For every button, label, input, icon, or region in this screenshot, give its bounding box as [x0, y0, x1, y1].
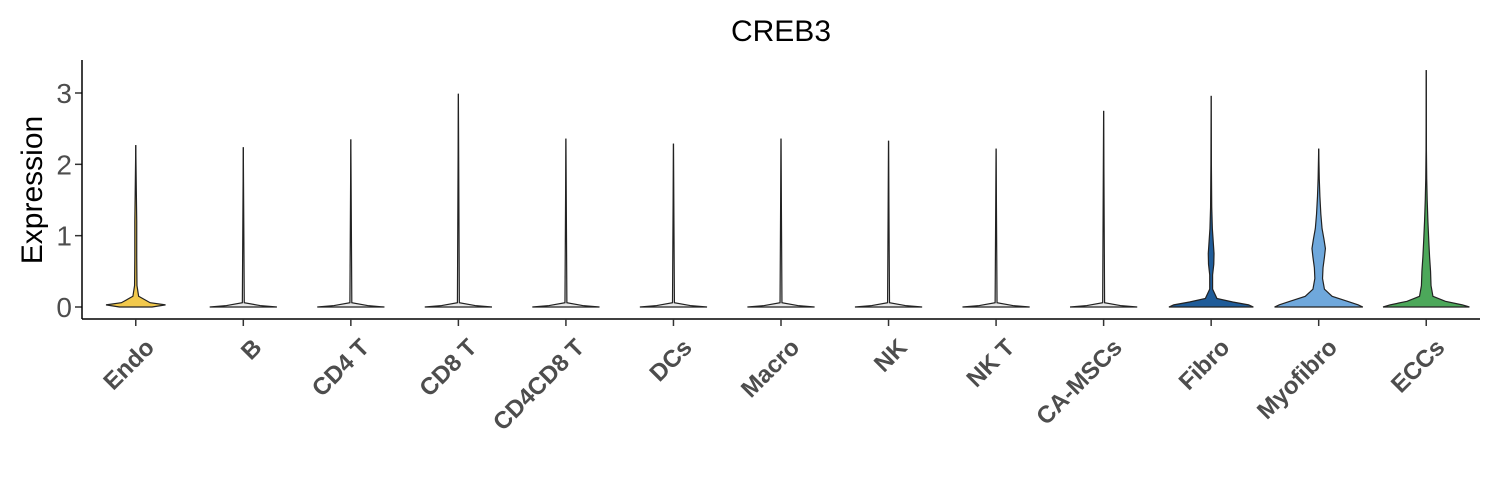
- violin-cd8-t: [424, 93, 493, 308]
- violin-fibro: [1168, 95, 1254, 308]
- violin-macro: [747, 138, 815, 308]
- violin-cd4-t: [317, 139, 385, 308]
- violin-eccs: [1382, 70, 1470, 308]
- x-tick-label: B: [236, 334, 267, 365]
- x-tick-label: DCs: [645, 334, 698, 387]
- y-axis-ticks: 0 1 2 3: [56, 78, 82, 323]
- violin-dcs: [639, 143, 708, 308]
- violin-cd4cd8-t: [532, 138, 600, 308]
- y-tick-label: 2: [56, 149, 72, 180]
- violin-endo: [105, 145, 166, 308]
- x-tick-label: ECCs: [1386, 334, 1450, 398]
- x-tick-label: Fibro: [1174, 334, 1236, 396]
- x-tick-label: Myofibro: [1252, 334, 1343, 425]
- chart-title: CREB3: [731, 15, 831, 48]
- x-tick-label: CD4 T: [307, 334, 375, 402]
- violin-nk: [854, 140, 923, 308]
- violin-myofibro: [1274, 148, 1364, 308]
- x-axis-ticks: Endo B CD4 T CD8 T CD4CD8 T DCs Macro NK NK T CA-…: [98, 319, 1450, 436]
- x-tick-label: CA-MSCs: [1031, 334, 1127, 430]
- x-tick-label: Endo: [98, 334, 160, 396]
- y-axis-label: Expression: [16, 116, 49, 264]
- violin-nk-t: [962, 148, 1030, 308]
- y-tick-label: 1: [56, 221, 72, 252]
- x-tick-label: CD8 T: [414, 334, 482, 402]
- x-tick-label: CD4CD8 T: [488, 334, 590, 436]
- x-tick-label: Macro: [736, 334, 805, 403]
- y-tick-label: 3: [56, 78, 72, 109]
- violin-b: [209, 147, 277, 308]
- violin-group: [105, 70, 1470, 308]
- violin-ca-mscs: [1069, 110, 1138, 308]
- x-tick-label: NK T: [962, 334, 1021, 393]
- x-tick-label: NK: [869, 334, 913, 378]
- y-tick-label: 0: [56, 292, 72, 323]
